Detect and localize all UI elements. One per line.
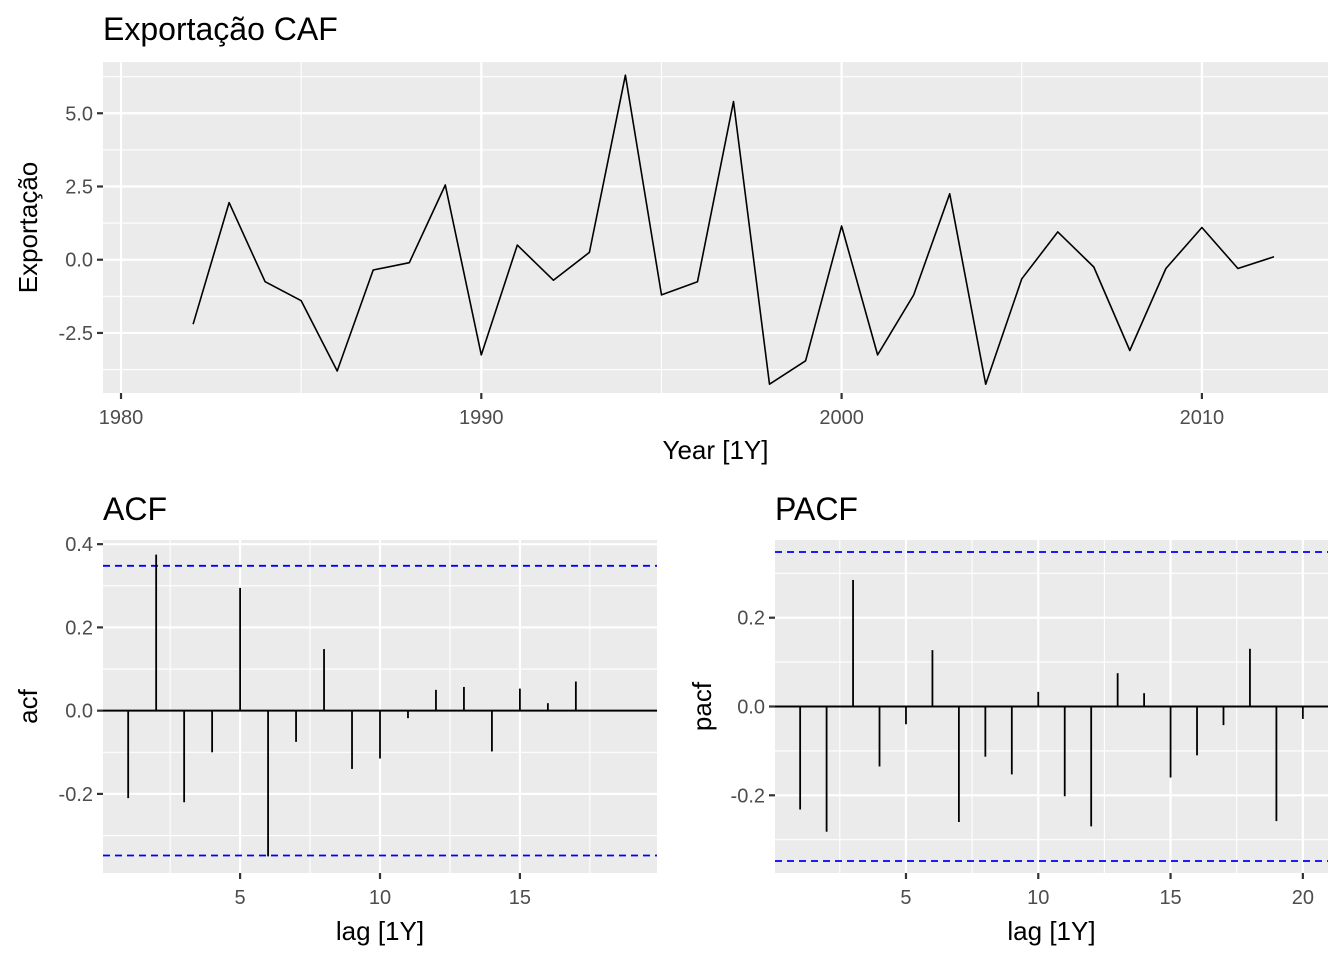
- series-line: [192, 74, 1275, 386]
- timeseries-plot: Exportação CAF -2.5 0.0 2.5 5.0 1980 1990 2000…: [13, 11, 1328, 465]
- y-tick-label: -0.2: [731, 785, 765, 807]
- timeseries-x-axis-title: Year [1Y]: [662, 435, 768, 465]
- pacf-y-axis-title: pacf: [687, 681, 717, 731]
- x-tick-label: 15: [1159, 887, 1181, 909]
- timeseries-ticks: -2.5 0.0 2.5 5.0 1980 1990 2000 2010: [59, 103, 1225, 429]
- x-tick-label: 1980: [99, 407, 144, 429]
- x-tick-label: 1990: [459, 407, 504, 429]
- x-tick-label: 15: [509, 887, 531, 909]
- timeseries-y-axis-title: Exportação: [13, 162, 43, 294]
- acf-x-axis-title: lag [1Y]: [336, 916, 424, 946]
- timeseries-marks: [192, 74, 1275, 386]
- acf-plot: ACF -0.2 0.0 0.2 0.4 5 10 15 lag [1Y] acf: [13, 491, 657, 946]
- y-tick-label: 0.4: [65, 534, 93, 556]
- x-tick-label: 10: [1027, 887, 1049, 909]
- y-tick-label: 0.2: [737, 608, 765, 630]
- y-tick-label: 2.5: [65, 176, 93, 198]
- y-tick-label: 0.2: [65, 617, 93, 639]
- y-tick-label: -0.2: [59, 784, 93, 806]
- acf-marks: [103, 554, 657, 857]
- pacf-plot: PACF -0.2 0.0 0.2 5 10 15 20 lag [1Y] pacf: [687, 491, 1328, 946]
- pacf-x-axis-title: lag [1Y]: [1007, 916, 1095, 946]
- x-tick-label: 2010: [1180, 407, 1225, 429]
- x-tick-label: 5: [235, 887, 246, 909]
- y-tick-label: 0.0: [65, 250, 93, 272]
- x-tick-label: 10: [369, 887, 391, 909]
- pacf-title: PACF: [775, 491, 858, 527]
- y-tick-label: 0.0: [65, 701, 93, 723]
- y-tick-label: 0.0: [737, 697, 765, 719]
- timeseries-title: Exportação CAF: [103, 11, 338, 47]
- acf-y-axis-title: acf: [13, 688, 43, 723]
- x-tick-label: 5: [900, 887, 911, 909]
- timeseries-grid: [103, 62, 1328, 393]
- acf-ticks: -0.2 0.0 0.2 0.4 5 10 15: [59, 534, 531, 909]
- acf-title: ACF: [103, 491, 167, 527]
- x-tick-label: 20: [1292, 887, 1314, 909]
- timeseries-panel-background: [103, 62, 1328, 393]
- pacf-marks: [775, 551, 1328, 862]
- y-tick-label: 5.0: [65, 103, 93, 125]
- y-tick-label: -2.5: [59, 323, 93, 345]
- x-tick-label: 2000: [819, 407, 864, 429]
- pacf-ticks: -0.2 0.0 0.2 5 10 15 20: [731, 608, 1314, 909]
